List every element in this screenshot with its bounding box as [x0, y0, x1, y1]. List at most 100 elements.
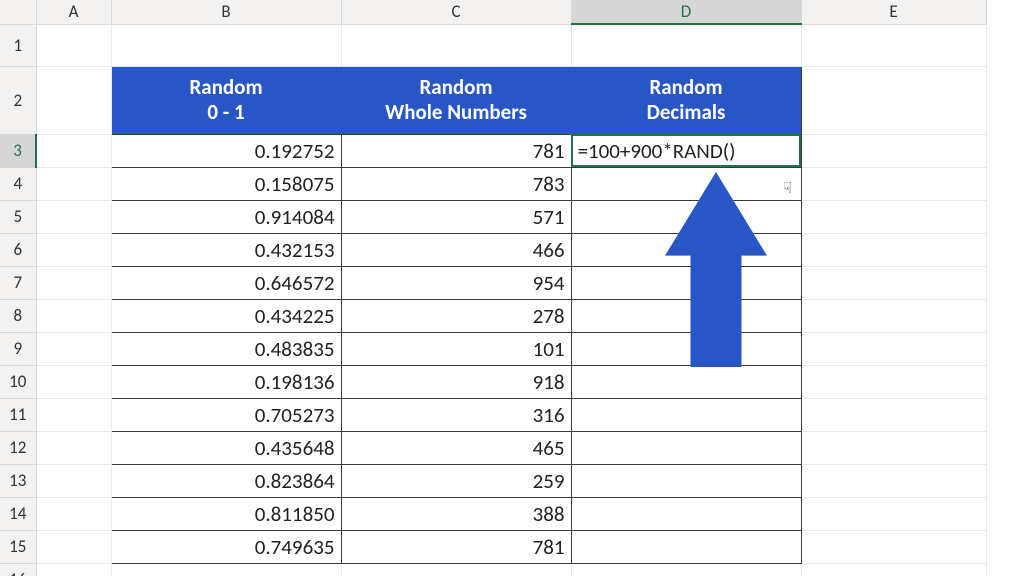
- row-header-13[interactable]: 13: [0, 464, 36, 497]
- cell-C11[interactable]: 316: [341, 398, 571, 431]
- cell-D12[interactable]: [571, 431, 801, 464]
- cell-A3[interactable]: [36, 134, 111, 167]
- cell-E9[interactable]: [801, 332, 986, 365]
- cell-A14[interactable]: [36, 497, 111, 530]
- cell-E3[interactable]: [801, 134, 986, 167]
- cell-C16[interactable]: [341, 563, 571, 576]
- cell-E8[interactable]: [801, 299, 986, 332]
- cell-A4[interactable]: [36, 167, 111, 200]
- cell-D10[interactable]: [571, 365, 801, 398]
- row-header-5[interactable]: 5: [0, 200, 36, 233]
- cell-B15[interactable]: 0.749635: [111, 530, 341, 563]
- cell-C5[interactable]: 571: [341, 200, 571, 233]
- cell-D9[interactable]: [571, 332, 801, 365]
- cell-B4[interactable]: 0.158075: [111, 167, 341, 200]
- cell-E1[interactable]: [801, 24, 986, 66]
- cell-E12[interactable]: [801, 431, 986, 464]
- cell-D1[interactable]: [571, 24, 801, 66]
- row-header-10[interactable]: 10: [0, 365, 36, 398]
- cell-D4[interactable]: [571, 167, 801, 200]
- cell-D5[interactable]: [571, 200, 801, 233]
- cell-D2[interactable]: RandomDecimals: [571, 66, 801, 134]
- row-header-8[interactable]: 8: [0, 299, 36, 332]
- cell-A16[interactable]: [36, 563, 111, 576]
- cell-C3[interactable]: 781: [341, 134, 571, 167]
- row-header-2[interactable]: 2: [0, 66, 36, 134]
- cell-D3[interactable]: =100+900*RAND(): [571, 134, 801, 167]
- cell-A9[interactable]: [36, 332, 111, 365]
- cell-E11[interactable]: [801, 398, 986, 431]
- cell-C10[interactable]: 918: [341, 365, 571, 398]
- cell-A11[interactable]: [36, 398, 111, 431]
- cell-B9[interactable]: 0.483835: [111, 332, 341, 365]
- cell-B6[interactable]: 0.432153: [111, 233, 341, 266]
- cell-A13[interactable]: [36, 464, 111, 497]
- cell-A6[interactable]: [36, 233, 111, 266]
- cell-D14[interactable]: [571, 497, 801, 530]
- column-header-c[interactable]: C: [341, 0, 571, 24]
- cell-E10[interactable]: [801, 365, 986, 398]
- row-header-16[interactable]: 16: [0, 563, 36, 576]
- column-header-e[interactable]: E: [801, 0, 986, 24]
- row-header-3[interactable]: 3: [0, 134, 36, 167]
- cell-D11[interactable]: [571, 398, 801, 431]
- row-header-1[interactable]: 1: [0, 24, 36, 66]
- row-header-14[interactable]: 14: [0, 497, 36, 530]
- cell-C7[interactable]: 954: [341, 266, 571, 299]
- column-header-d[interactable]: D: [571, 0, 801, 24]
- cell-D13[interactable]: [571, 464, 801, 497]
- column-header-b[interactable]: B: [111, 0, 341, 24]
- cell-B3[interactable]: 0.192752: [111, 134, 341, 167]
- cell-A12[interactable]: [36, 431, 111, 464]
- row-header-11[interactable]: 11: [0, 398, 36, 431]
- cell-C14[interactable]: 388: [341, 497, 571, 530]
- cell-A10[interactable]: [36, 365, 111, 398]
- cell-B2[interactable]: Random0 - 1: [111, 66, 341, 134]
- column-header-a[interactable]: A: [36, 0, 111, 24]
- cell-B10[interactable]: 0.198136: [111, 365, 341, 398]
- cell-D7[interactable]: [571, 266, 801, 299]
- cell-D15[interactable]: [571, 530, 801, 563]
- cell-A7[interactable]: [36, 266, 111, 299]
- cell-E16[interactable]: [801, 563, 986, 576]
- cell-A2[interactable]: [36, 66, 111, 134]
- cell-B14[interactable]: 0.811850: [111, 497, 341, 530]
- cell-C2[interactable]: RandomWhole Numbers: [341, 66, 571, 134]
- row-header-7[interactable]: 7: [0, 266, 36, 299]
- cell-C15[interactable]: 781: [341, 530, 571, 563]
- cell-B8[interactable]: 0.434225: [111, 299, 341, 332]
- row-header-4[interactable]: 4: [0, 167, 36, 200]
- cell-E2[interactable]: [801, 66, 986, 134]
- select-all-corner[interactable]: [0, 0, 36, 24]
- row-header-9[interactable]: 9: [0, 332, 36, 365]
- cell-C8[interactable]: 278: [341, 299, 571, 332]
- cell-A8[interactable]: [36, 299, 111, 332]
- cell-D8[interactable]: [571, 299, 801, 332]
- cell-B5[interactable]: 0.914084: [111, 200, 341, 233]
- cell-E7[interactable]: [801, 266, 986, 299]
- row-header-12[interactable]: 12: [0, 431, 36, 464]
- cell-A5[interactable]: [36, 200, 111, 233]
- cell-E5[interactable]: [801, 200, 986, 233]
- cell-C9[interactable]: 101: [341, 332, 571, 365]
- cell-C1[interactable]: [341, 24, 571, 66]
- cell-C6[interactable]: 466: [341, 233, 571, 266]
- cell-E6[interactable]: [801, 233, 986, 266]
- cell-B1[interactable]: [111, 24, 341, 66]
- cell-C4[interactable]: 783: [341, 167, 571, 200]
- row-header-6[interactable]: 6: [0, 233, 36, 266]
- row-header-15[interactable]: 15: [0, 530, 36, 563]
- cell-C12[interactable]: 465: [341, 431, 571, 464]
- cell-D6[interactable]: [571, 233, 801, 266]
- cell-B12[interactable]: 0.435648: [111, 431, 341, 464]
- cell-D16[interactable]: [571, 563, 801, 576]
- cell-A1[interactable]: [36, 24, 111, 66]
- cell-B16[interactable]: [111, 563, 341, 576]
- cell-E13[interactable]: [801, 464, 986, 497]
- cell-B13[interactable]: 0.823864: [111, 464, 341, 497]
- cell-E14[interactable]: [801, 497, 986, 530]
- cell-E15[interactable]: [801, 530, 986, 563]
- cell-C13[interactable]: 259: [341, 464, 571, 497]
- cell-B11[interactable]: 0.705273: [111, 398, 341, 431]
- cell-B7[interactable]: 0.646572: [111, 266, 341, 299]
